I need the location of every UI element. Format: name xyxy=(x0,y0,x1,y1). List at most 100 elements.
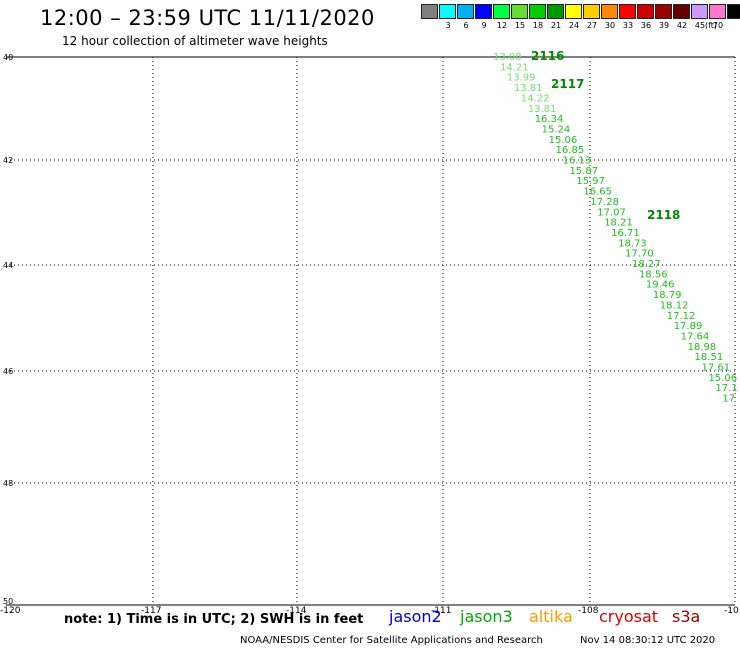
scale-swatch xyxy=(673,4,690,19)
scale-label: 9 xyxy=(481,21,487,30)
latitude-label: 48 xyxy=(3,479,13,488)
satellite-name: jason3 xyxy=(460,607,513,626)
wave-height-value: 16.85 xyxy=(556,145,585,156)
map-frame xyxy=(6,56,735,606)
scale-swatch xyxy=(619,4,636,19)
wave-height-value: 17.1 xyxy=(715,383,737,394)
longitude-label: -108 xyxy=(578,606,599,616)
scale-swatch xyxy=(655,4,672,19)
latitude-label: 44 xyxy=(3,261,13,270)
wave-height-value: 18.56 xyxy=(639,269,668,280)
scale-label: 70 xyxy=(712,21,724,30)
wave-height-value: 18.12 xyxy=(660,300,689,311)
wave-height-value: 18.27 xyxy=(632,259,661,270)
hour-marker: 2117 xyxy=(551,77,584,91)
scale-swatch xyxy=(637,4,654,19)
wave-height-value: 15.24 xyxy=(542,124,571,135)
credit-line: NOAA/NESDIS Center for Satellite Applica… xyxy=(240,635,543,646)
wave-height-value: 15.87 xyxy=(569,166,598,177)
wave-height-value: 18.51 xyxy=(695,352,724,363)
scale-label: 30 xyxy=(604,21,616,30)
scale-label: 36 xyxy=(640,21,652,30)
wave-height-value: 13.81 xyxy=(528,104,557,115)
satellite-name: s3a xyxy=(672,607,701,626)
wave-height-value: 18.73 xyxy=(618,238,647,249)
map-grid xyxy=(6,56,736,605)
scale-swatch xyxy=(511,4,528,19)
scale-label: 24 xyxy=(568,21,580,30)
scale-label: 45 xyxy=(694,21,706,30)
longitude-label: -117 xyxy=(141,606,161,616)
longitude-label: -111 xyxy=(431,606,451,616)
wave-height-value: 13.08 xyxy=(493,52,522,63)
wave-height-value: 17.07 xyxy=(597,207,626,218)
scale-label: 27 xyxy=(586,21,598,30)
scale-label: 33 xyxy=(622,21,634,30)
satellite-track: 13.0814.2113.9913.8114.2213.8116.3415.24… xyxy=(493,49,738,405)
color-scale xyxy=(421,4,740,19)
scale-swatch xyxy=(565,4,582,19)
scale-label: 3 xyxy=(445,21,451,30)
satellite-name: altika xyxy=(529,607,573,626)
map-subtitle: 12 hour collection of altimeter wave hei… xyxy=(62,34,328,48)
wave-height-value: 18.21 xyxy=(604,218,633,229)
scale-label: 12 xyxy=(496,21,508,30)
wave-height-value: 13.81 xyxy=(514,83,543,94)
longitude-labels: -120 -117 -114 -111 -108 -10 xyxy=(0,606,739,616)
scale-swatch xyxy=(529,4,546,19)
scale-swatch xyxy=(439,4,456,19)
scale-label: 39 xyxy=(658,21,670,30)
latitude-label: 46 xyxy=(3,367,13,376)
scale-swatch xyxy=(421,4,438,19)
generation-timestamp: Nov 14 08:30:12 UTC 2020 xyxy=(580,635,716,646)
wave-height-value: 17.12 xyxy=(667,311,696,322)
scale-label: 15 xyxy=(514,21,526,30)
wave-height-value: 17.61 xyxy=(702,363,731,374)
wave-height-value: 17.70 xyxy=(625,249,654,260)
latitude-labels: 40 42 44 46 48 50 xyxy=(3,53,13,606)
hour-marker: 2118 xyxy=(647,208,680,222)
wave-height-value: 19.46 xyxy=(646,280,675,291)
hour-marker: 2116 xyxy=(531,49,564,63)
longitude-label: -10 xyxy=(724,606,739,616)
longitude-label: -114 xyxy=(286,606,307,616)
latitude-label: 40 xyxy=(3,53,13,62)
wave-height-value: 15.06 xyxy=(549,135,578,146)
wave-height-value: 16.34 xyxy=(535,114,564,125)
scale-swatch xyxy=(727,4,740,19)
longitude-label: -120 xyxy=(0,606,21,616)
scale-swatch xyxy=(709,4,726,19)
latitude-label: 42 xyxy=(3,156,13,165)
scale-swatch xyxy=(691,4,708,19)
scale-label: 21 xyxy=(550,21,562,30)
wave-height-value: 17 xyxy=(722,394,735,405)
scale-swatch xyxy=(583,4,600,19)
scale-label: 6 xyxy=(463,21,469,30)
wave-height-value: 18.98 xyxy=(688,342,717,353)
latitude-label: 50 xyxy=(3,597,13,606)
scale-unit: (ft) xyxy=(705,21,718,30)
wave-height-value: 16.13 xyxy=(563,156,592,167)
wave-height-value: 16.65 xyxy=(583,187,612,198)
map-title: 12:00 – 23:59 UTC 11/11/2020 xyxy=(40,6,375,30)
wave-height-value: 17.89 xyxy=(674,321,703,332)
wave-height-value: 14.22 xyxy=(521,93,550,104)
scale-swatch xyxy=(601,4,618,19)
wave-height-value: 18.79 xyxy=(653,290,682,301)
wave-height-value: 14.21 xyxy=(500,62,529,73)
scale-swatch xyxy=(457,4,474,19)
wave-height-value: 15.06 xyxy=(708,373,737,384)
footer-note: note: 1) Time is in UTC; 2) SWH is in fe… xyxy=(64,612,364,627)
color-scale-labels: 3 6 9 12 15 18 21 24 27 30 33 36 39 42 45 70 xyxy=(421,21,740,35)
wave-height-value: 16.71 xyxy=(611,228,640,239)
satellite-name: cryosat xyxy=(599,607,659,626)
satellite-name: jason2 xyxy=(389,607,442,626)
wave-height-value: 17.28 xyxy=(590,197,619,208)
wave-height-value: 13.99 xyxy=(507,73,536,84)
scale-swatch xyxy=(475,4,492,19)
scale-label: 18 xyxy=(532,21,544,30)
scale-swatch xyxy=(493,4,510,19)
wave-height-value: 17.64 xyxy=(681,331,710,342)
scale-swatch xyxy=(547,4,564,19)
